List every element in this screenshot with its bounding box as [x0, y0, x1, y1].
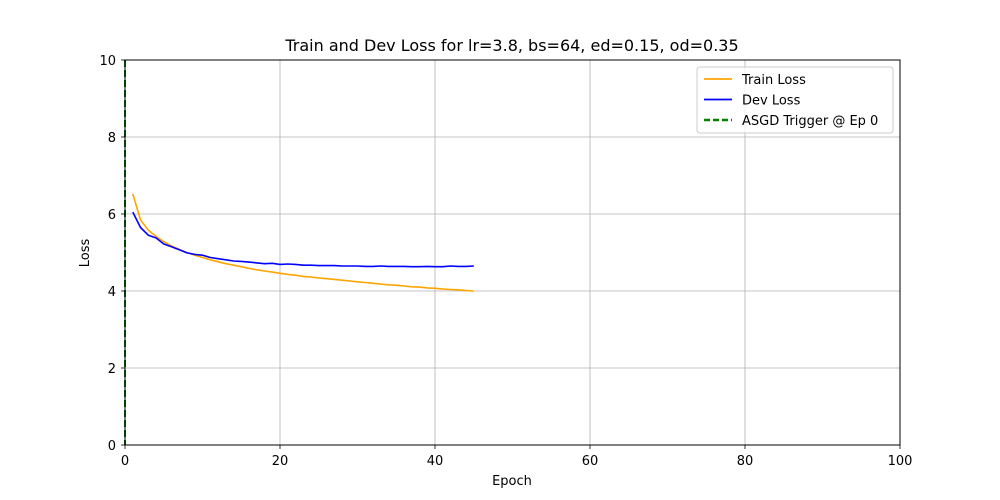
- x-tick-label: 60: [582, 454, 599, 469]
- series-layer: [124, 60, 474, 445]
- chart-title: Train and Dev Loss for lr=3.8, bs=64, ed…: [284, 36, 738, 55]
- y-tick-label: 0: [108, 439, 116, 454]
- legend-box: [696, 66, 894, 134]
- legend-label: Dev Loss: [742, 94, 801, 109]
- x-tick-label: 20: [272, 454, 289, 469]
- plot-frame: [124, 59, 901, 446]
- y-tick-label: 10: [99, 54, 116, 69]
- legend-label: ASGD Trigger @ Ep 0: [742, 114, 878, 129]
- legend: Train Loss Dev Loss ASGD Trigger @ Ep 0: [696, 66, 894, 134]
- y-tick-label: 8: [108, 131, 116, 146]
- x-tick-label: 40: [427, 454, 444, 469]
- y-tick-label: 2: [108, 362, 116, 377]
- series-line-train-loss: [132, 193, 474, 292]
- x-tick-label: 80: [737, 454, 754, 469]
- tick-layer: 0 20 40 60 80 100 0 2 4 6 8 10: [99, 54, 912, 469]
- x-tick-label: 0: [121, 454, 129, 469]
- x-axis-label: Epoch: [492, 474, 532, 489]
- series-line-dev-loss: [132, 211, 474, 268]
- y-tick-label: 6: [108, 208, 116, 223]
- legend-label: Train Loss: [741, 73, 806, 88]
- y-tick-label: 4: [108, 285, 116, 300]
- x-tick-label: 100: [888, 454, 913, 469]
- y-axis-label: Loss: [78, 239, 93, 268]
